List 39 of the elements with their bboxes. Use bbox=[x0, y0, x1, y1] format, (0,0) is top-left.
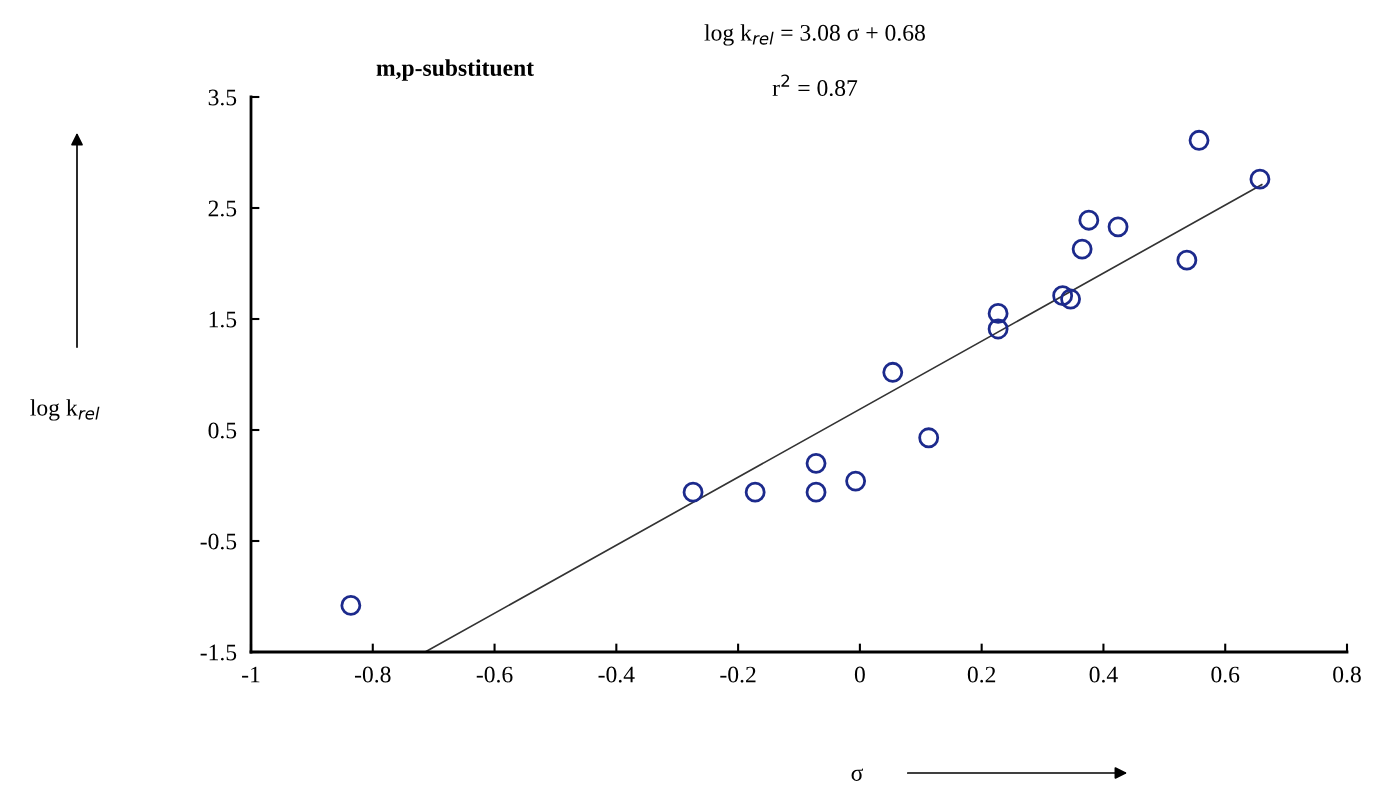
x-tick-label: -0.4 bbox=[598, 666, 635, 683]
x-tick-label: -0.2 bbox=[720, 666, 756, 683]
point bbox=[340, 594, 362, 616]
y-axis-title: log k$_{rel}$ bbox=[30, 399, 100, 421]
point bbox=[1060, 288, 1081, 310]
point bbox=[805, 452, 827, 474]
point bbox=[1078, 209, 1100, 231]
point bbox=[805, 481, 827, 503]
point bbox=[1176, 249, 1198, 271]
x-tick-label: -0.8 bbox=[354, 666, 391, 683]
y-tick-label: 1.5 bbox=[209, 311, 237, 328]
x-tick-label: -1 bbox=[242, 666, 260, 683]
x-tick-label: 0.4 bbox=[1089, 666, 1118, 683]
text: r$^{2}$ = 0.87 bbox=[772, 74, 858, 97]
y-tick-label: 3.5 bbox=[208, 89, 237, 106]
point bbox=[744, 481, 766, 503]
x-tick-label: 0.8 bbox=[1333, 666, 1361, 683]
point bbox=[1188, 129, 1210, 151]
point bbox=[1071, 238, 1093, 260]
y-tick-label: 0.5 bbox=[208, 422, 237, 439]
x-tick-label: -0.6 bbox=[476, 666, 513, 683]
point bbox=[845, 470, 867, 492]
text: log k$_{rel}$ = 3.08 σ + 0.68 bbox=[704, 24, 925, 46]
y-tick-label: -1.5 bbox=[200, 644, 237, 661]
point bbox=[1249, 168, 1271, 190]
point bbox=[1107, 216, 1129, 238]
point bbox=[882, 361, 904, 383]
x-axis-title: σ bbox=[851, 768, 864, 781]
point bbox=[987, 303, 1009, 324]
chart-title: m,p-substituent bbox=[376, 59, 534, 81]
x-tick-label: 0.2 bbox=[967, 666, 996, 683]
point bbox=[682, 481, 704, 503]
y-tick-label: -0.5 bbox=[200, 533, 237, 550]
point bbox=[1052, 285, 1074, 307]
x-tick-label: 0 bbox=[854, 666, 865, 683]
point bbox=[987, 318, 1009, 340]
x-tick-label: 0.6 bbox=[1211, 666, 1240, 683]
y-tick-label: 2.5 bbox=[208, 200, 237, 217]
point bbox=[918, 427, 940, 449]
